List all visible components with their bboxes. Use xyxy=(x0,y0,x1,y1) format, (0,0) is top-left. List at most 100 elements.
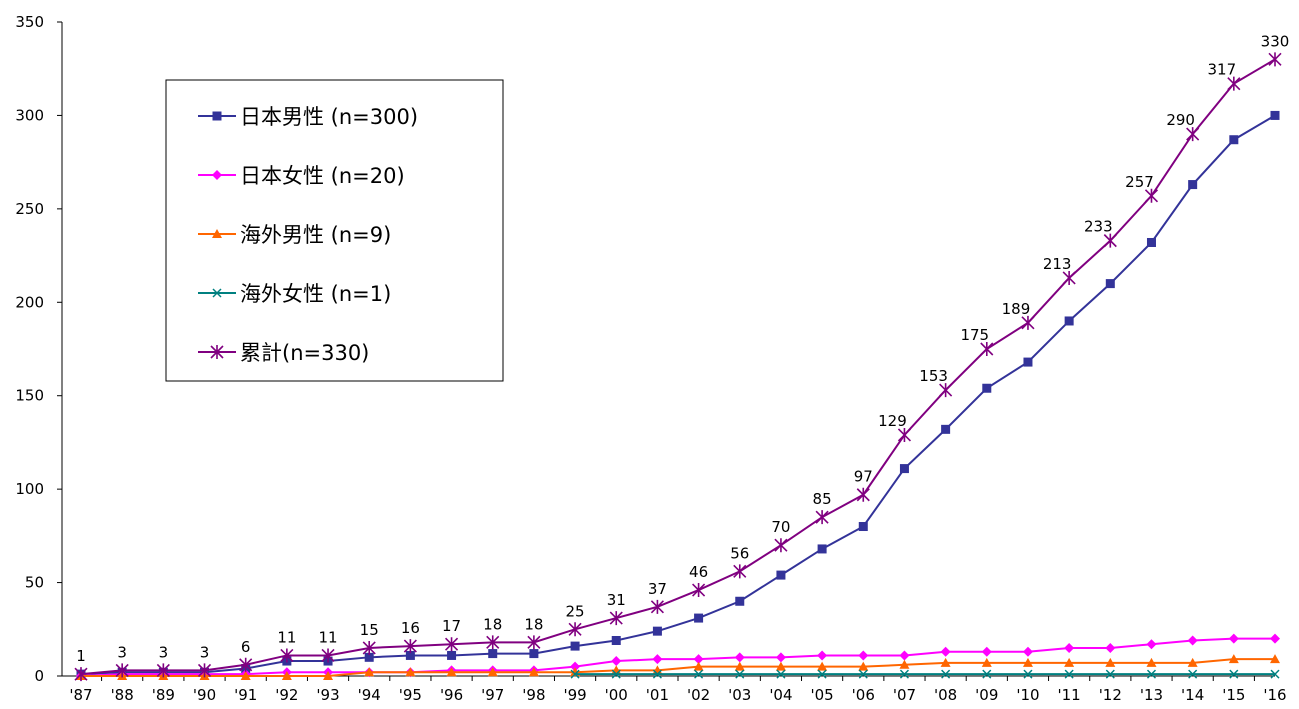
data-point xyxy=(486,635,500,650)
data-point xyxy=(529,649,539,659)
data-point xyxy=(735,669,745,679)
x-tick-label: '94 xyxy=(358,686,381,704)
legend: 日本男性 (n=300) 日本女性 (n=20) 海外男性 (n=9) 海外女性 (n… xyxy=(165,79,504,382)
data-point xyxy=(941,424,951,434)
data-label: 257 xyxy=(1125,173,1154,191)
x-tick-label: '98 xyxy=(522,686,545,704)
data-point xyxy=(1064,669,1074,679)
x-tick-label: '89 xyxy=(152,686,175,704)
data-point xyxy=(734,652,745,663)
data-label: 330 xyxy=(1261,32,1290,50)
legend-swatch-marker xyxy=(210,345,224,359)
data-point xyxy=(815,510,829,525)
data-point xyxy=(735,596,745,606)
data-point xyxy=(652,626,662,636)
data-point xyxy=(447,650,457,660)
x-tick-label: '07 xyxy=(893,686,916,704)
data-label: 3 xyxy=(117,643,127,661)
data-point xyxy=(1227,76,1241,91)
data-label: 25 xyxy=(566,602,585,620)
data-point xyxy=(405,667,416,677)
x-tick-label: '06 xyxy=(852,686,875,704)
data-point xyxy=(693,661,704,671)
data-point xyxy=(899,650,910,661)
data-point xyxy=(239,657,253,672)
data-label: 11 xyxy=(277,628,296,646)
data-point xyxy=(323,671,334,680)
data-point xyxy=(570,669,580,679)
data-label: 16 xyxy=(401,619,420,637)
data-point xyxy=(817,669,827,679)
data-point xyxy=(817,661,828,671)
data-point xyxy=(362,640,376,655)
data-point xyxy=(776,570,786,580)
y-tick-label: 250 xyxy=(15,200,44,218)
data-point xyxy=(1229,669,1239,679)
data-point xyxy=(1270,669,1280,679)
data-point xyxy=(1146,669,1157,679)
data-point xyxy=(487,667,498,677)
x-tick-label: '04 xyxy=(769,686,792,704)
data-point xyxy=(488,649,498,659)
series-line xyxy=(81,658,1275,677)
x-tick-label: '93 xyxy=(316,686,339,704)
data-point xyxy=(940,657,951,667)
x-tick-label: '88 xyxy=(111,686,134,704)
data-label: 46 xyxy=(689,563,708,581)
data-point xyxy=(1187,657,1198,667)
data-label: 18 xyxy=(483,615,502,633)
x-tick-label: '01 xyxy=(646,686,669,704)
data-point xyxy=(858,650,869,661)
data-point xyxy=(1064,316,1074,326)
data-point xyxy=(1022,657,1033,667)
data-point xyxy=(692,583,706,598)
data-point xyxy=(1228,654,1239,664)
data-label: 85 xyxy=(813,490,832,508)
legend-label: 日本女性 (n=20) xyxy=(240,164,405,188)
legend-swatch-marker xyxy=(212,288,222,298)
y-tick-label: 200 xyxy=(15,293,44,311)
legend-item-0: 日本男性 (n=300) xyxy=(198,105,418,129)
data-point xyxy=(941,669,951,679)
data-label: 213 xyxy=(1043,255,1072,273)
data-point xyxy=(775,661,786,671)
data-point xyxy=(650,599,664,614)
data-point xyxy=(1103,233,1117,248)
data-point xyxy=(694,613,704,623)
data-point xyxy=(364,667,375,677)
x-tick-label: '02 xyxy=(687,686,710,704)
x-tick-label: '97 xyxy=(481,686,504,704)
data-point xyxy=(611,669,621,679)
series-1 xyxy=(76,633,1280,681)
data-label: 37 xyxy=(648,580,667,598)
series-line xyxy=(80,58,1276,676)
data-label: 317 xyxy=(1208,61,1237,79)
data-label: 97 xyxy=(854,468,873,486)
data-labels: 1 3 3 3 6 11 11 15 16 17 18 18 25 31 37 46 56 70 85 97 129 15… xyxy=(76,32,1289,665)
x-tick-label: '92 xyxy=(275,686,298,704)
data-label: 31 xyxy=(607,591,626,609)
data-point xyxy=(858,522,868,532)
x-tick-label: '10 xyxy=(1016,686,1039,704)
data-point xyxy=(1270,110,1280,120)
data-label: 3 xyxy=(159,643,169,661)
data-point xyxy=(940,646,951,657)
data-point xyxy=(899,464,909,474)
data-point xyxy=(980,342,994,356)
data-point xyxy=(693,654,704,665)
data-point xyxy=(115,663,129,678)
data-point xyxy=(1270,633,1280,644)
data-point xyxy=(364,652,374,662)
data-label: 1 xyxy=(76,647,86,665)
data-point xyxy=(405,650,415,660)
data-point xyxy=(527,635,541,650)
x-tick-label: '13 xyxy=(1140,686,1163,704)
series-3 xyxy=(570,669,1280,679)
x-tick-label: '90 xyxy=(193,686,216,704)
data-point xyxy=(899,659,910,669)
data-point xyxy=(982,669,992,679)
series-line xyxy=(80,114,1276,676)
data-point xyxy=(858,661,869,671)
data-point xyxy=(568,622,582,637)
data-point xyxy=(1023,669,1033,679)
